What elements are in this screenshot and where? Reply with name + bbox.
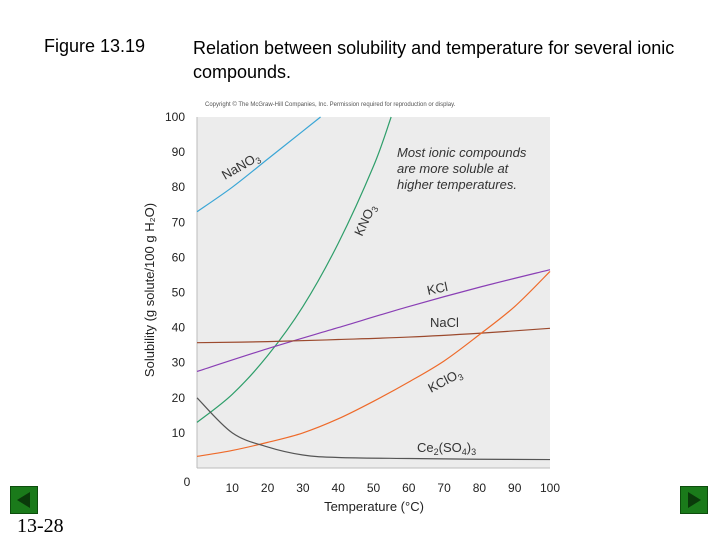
- figure-caption: Relation between solubility and temperat…: [193, 38, 675, 82]
- x-tick-label: 20: [261, 481, 275, 495]
- x-tick-label: 0: [184, 475, 191, 489]
- x-tick-label: 90: [508, 481, 522, 495]
- series-line-nano3: [196, 116, 321, 213]
- y-tick-label: 90: [172, 145, 186, 159]
- x-tick-label: 50: [367, 481, 381, 495]
- y-tick-label: 20: [172, 391, 186, 405]
- y-tick-label: 50: [172, 286, 186, 300]
- x-tick-label: 10: [226, 481, 240, 495]
- triangle-right-icon: [688, 492, 701, 508]
- series-line-nacl: [196, 327, 551, 344]
- series-label-kcl: KCl: [426, 279, 450, 298]
- x-tick-label: 80: [473, 481, 487, 495]
- series-line-kcl: [196, 269, 551, 373]
- series-label-ce2so43: Ce2(SO4)3: [417, 440, 476, 457]
- y-tick-label: 40: [172, 321, 186, 335]
- previous-slide-button[interactable]: [10, 486, 38, 514]
- x-tick-label: 70: [437, 481, 451, 495]
- plot-area: [197, 117, 550, 468]
- y-axis-title: Solubility (g solute/100 g H₂O): [142, 203, 157, 377]
- y-tick-label: 10: [172, 426, 186, 440]
- y-tick-label: 30: [172, 356, 186, 370]
- copyright-notice: Copyright © The McGraw-Hill Companies, I…: [205, 101, 456, 108]
- series-label-nacl: NaCl: [430, 315, 459, 330]
- annotation-note: Most ionic compounds are more soluble at h…: [397, 145, 527, 192]
- x-tick-label: 60: [402, 481, 416, 495]
- x-axis-title: Temperature (°C): [324, 499, 424, 514]
- y-tick-label: 70: [172, 215, 186, 229]
- x-tick-label: 30: [296, 481, 310, 495]
- x-tick-label: 40: [332, 481, 346, 495]
- y-tick-label: 80: [172, 180, 186, 194]
- slide-number: 13-28: [17, 515, 64, 537]
- figure-label: Figure 13.19: [44, 36, 146, 56]
- series-line-kno3: [196, 116, 392, 423]
- x-tick-label: 100: [540, 481, 560, 495]
- y-tick-label: 100: [165, 110, 185, 124]
- next-slide-button[interactable]: [680, 486, 708, 514]
- triangle-left-icon: [17, 492, 30, 508]
- y-tick-label: 60: [172, 250, 186, 264]
- series-line-kclo3: [196, 271, 551, 458]
- series-line-ce2so43: [196, 397, 551, 461]
